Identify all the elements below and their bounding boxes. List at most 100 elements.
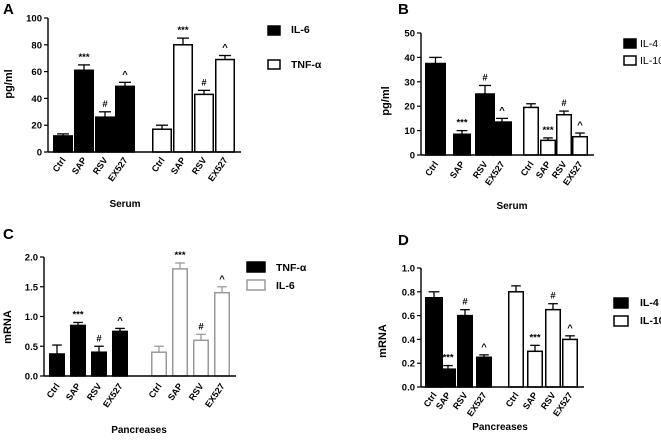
x-axis-title: Serum: [496, 201, 527, 212]
significance-label: ***: [442, 353, 453, 364]
significance-label: ***: [177, 25, 188, 36]
legend-swatch: [246, 261, 266, 273]
significance-label: ^: [499, 105, 505, 116]
y-tick-label: 0.6: [402, 311, 415, 322]
bar-il-4-ctrl: [425, 62, 446, 156]
category-label: RSV: [91, 155, 110, 176]
legend-swatch: [267, 59, 281, 70]
significance-label: ^: [122, 69, 128, 80]
category-label: SAP: [534, 159, 553, 180]
bar-tnf-α-ctrl: [49, 353, 65, 377]
category-label: EX527: [101, 381, 125, 409]
category-label: EX527: [465, 390, 489, 418]
bar-il-10-ex527: [572, 135, 588, 156]
category-label: SAP: [434, 390, 453, 411]
bar-il-6-sap: [172, 268, 188, 377]
bar-tnf-α-sap: [70, 324, 86, 377]
bar-il-6-sap: [74, 69, 94, 153]
panel-letter: C: [3, 226, 14, 243]
significance-label: ***: [72, 309, 83, 320]
bar-tnf-α-ctrl: [152, 128, 172, 153]
significance-label: ***: [456, 118, 467, 129]
legend-label: TNF-α: [276, 262, 307, 274]
legend-label: IL-10: [640, 315, 661, 327]
significance-label: ^: [219, 274, 225, 285]
significance-label: #: [102, 99, 108, 110]
y-axis-title: mRNA: [2, 310, 14, 344]
significance-label: #: [482, 72, 488, 83]
panel-letter: A: [3, 1, 14, 18]
bar-il-6-ex527: [115, 85, 135, 153]
significance-label: ^: [481, 342, 487, 353]
y-tick-label: 0.8: [402, 287, 415, 298]
significance-label: #: [462, 297, 468, 308]
category-label: RSV: [190, 155, 209, 176]
y-tick-label: 0.0: [402, 383, 415, 394]
y-tick-label: 20: [404, 102, 415, 113]
y-tick-label: 40: [404, 53, 415, 64]
significance-label: ^: [222, 43, 228, 54]
y-tick-label: 80: [31, 40, 42, 51]
y-tick-label: 0.4: [402, 335, 416, 346]
y-tick-label: 0: [37, 148, 42, 159]
y-tick-label: 2.0: [25, 253, 38, 264]
significance-label: #: [96, 333, 102, 344]
bar-il-10-rsv: [556, 113, 572, 156]
category-label: Ctrl: [423, 159, 440, 177]
bar-il-4-rsv: [475, 93, 495, 156]
category-label: SAP: [169, 155, 188, 176]
category-label: Ctrl: [147, 381, 164, 399]
bar-il-10-rsv: [545, 308, 561, 388]
legend-label: IL-10: [640, 55, 661, 67]
bar-il-10-ex527: [562, 338, 578, 388]
bar-il-4-sap: [453, 133, 471, 156]
bar-il-4-ex527: [476, 356, 492, 388]
bar-il-4-ex527: [492, 121, 512, 156]
y-tick-label: 0: [410, 151, 415, 162]
category-label: Ctrl: [150, 155, 167, 173]
significance-label: ^: [117, 315, 123, 326]
significance-label: ***: [78, 52, 89, 63]
category-label: SAP: [166, 381, 185, 402]
panel-d: D0.00.20.40.60.81.0mRNACtrl***SAP#RSV^EX…: [377, 232, 661, 433]
panel-letter: D: [398, 232, 409, 249]
significance-label: ***: [542, 125, 553, 136]
legend-swatch: [623, 38, 637, 49]
bar-il-10-sap: [527, 350, 543, 388]
bar-tnf-α-sap: [173, 44, 193, 153]
category-label: RSV: [85, 381, 104, 402]
y-tick-label: 0.0: [25, 372, 38, 383]
y-tick-label: 40: [31, 94, 42, 105]
bar-tnf-α-rsv: [194, 93, 214, 153]
bar-il-10-ctrl: [508, 291, 524, 388]
y-tick-label: 30: [404, 77, 415, 88]
bar-il-6-ctrl: [53, 135, 73, 153]
bar-il-6-ex527: [214, 291, 230, 377]
significance-label: ^: [577, 120, 583, 131]
y-tick-label: 10: [404, 126, 415, 137]
legend-swatch: [623, 55, 637, 66]
significance-label: #: [201, 77, 207, 88]
y-axis-title: pg/ml: [3, 69, 15, 98]
bar-tnf-α-rsv: [91, 351, 107, 377]
category-label: EX527: [106, 155, 130, 183]
panel-c: C 0.0 0.5 1.0 1.5 2.0 mRNA Ctrl *** SAP # RSV ^ EX527…: [2, 226, 307, 436]
category-label: EX527: [206, 155, 230, 183]
significance-label: #: [198, 321, 204, 332]
y-tick-label: 1.0: [402, 264, 415, 275]
legend-label: TNF-α: [291, 59, 322, 71]
panel-a: A 0 20 40 60 80 100 pg/ml Ctrl *** SAP # RSV ^ EX527 Ct…: [3, 1, 322, 210]
panel-letter: B: [398, 1, 409, 18]
category-label: SAP: [70, 155, 89, 176]
legend-label: IL-4: [640, 297, 659, 309]
legend-swatch: [613, 315, 629, 327]
x-axis-title: Serum: [109, 199, 140, 210]
y-tick-label: 0.5: [25, 342, 39, 353]
bar-il-4-ctrl: [425, 297, 443, 388]
y-tick-label: 1.0: [25, 312, 38, 323]
bar-il-4-rsv: [457, 314, 473, 388]
y-tick-label: 1.5: [25, 282, 39, 293]
legend-swatch: [267, 25, 281, 36]
bar-il-6-rsv: [95, 116, 115, 153]
